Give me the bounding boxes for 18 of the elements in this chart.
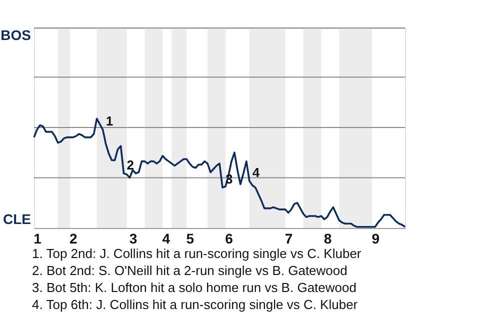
text: 2. Bot 2nd: S. O'Neill hit a 2-run single vs B. Gatewood [32,263,348,278]
text: CLE [3,211,31,227]
ref-line-label: BOS [0,27,31,43]
x-tick-label: 5 [186,230,194,246]
text: 3. Bot 5th: K. Lofton hit a solo home run vs B. Gatewood [32,280,356,295]
x-tick-label: 6 [225,230,234,246]
annotation: 4 [252,165,260,180]
x-tick-label: 1 [34,230,42,246]
annotation: 1 [106,114,114,129]
text: 4. Top 6th: J. Collins hit a run-scoring single vs C. Kluber [32,297,358,312]
x-tick-label: 4 [162,230,170,246]
x-tick-label: 3 [129,230,138,246]
x-tick-label: 9 [372,230,380,246]
text: 1. Top 2nd: J. Collins hit a run-scoring single vs C. Kluber [32,246,362,261]
x-tick-label: 8 [324,230,332,246]
annotation: 2 [126,157,134,172]
x-tick-label: 7 [284,230,293,246]
x-tick-label: 2 [69,230,78,246]
